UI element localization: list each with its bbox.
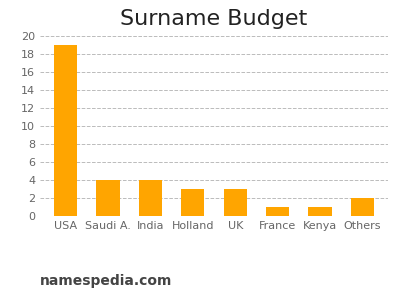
Bar — [139, 180, 162, 216]
Bar — [308, 207, 332, 216]
Bar — [54, 45, 77, 216]
Title: Surname Budget: Surname Budget — [120, 9, 308, 29]
Bar — [266, 207, 289, 216]
Bar — [351, 198, 374, 216]
Bar — [224, 189, 247, 216]
Bar — [181, 189, 204, 216]
Bar — [96, 180, 120, 216]
Text: namespedia.com: namespedia.com — [40, 274, 172, 288]
